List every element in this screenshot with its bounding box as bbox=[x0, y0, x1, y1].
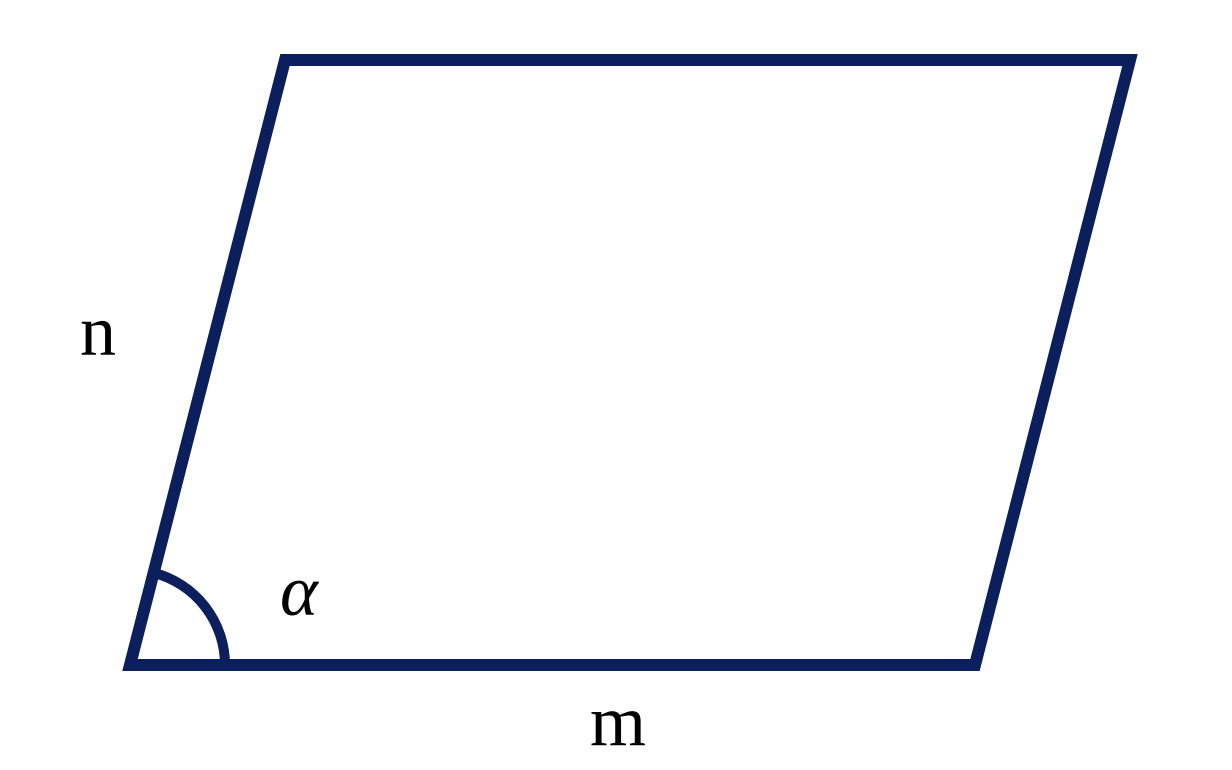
side-label-m: m bbox=[590, 680, 646, 763]
angle-arc bbox=[154, 573, 225, 665]
angle-label-alpha: α bbox=[280, 550, 318, 633]
side-label-n: n bbox=[80, 290, 116, 373]
parallelogram-diagram: n m α bbox=[0, 0, 1232, 770]
diagram-svg bbox=[0, 0, 1232, 770]
